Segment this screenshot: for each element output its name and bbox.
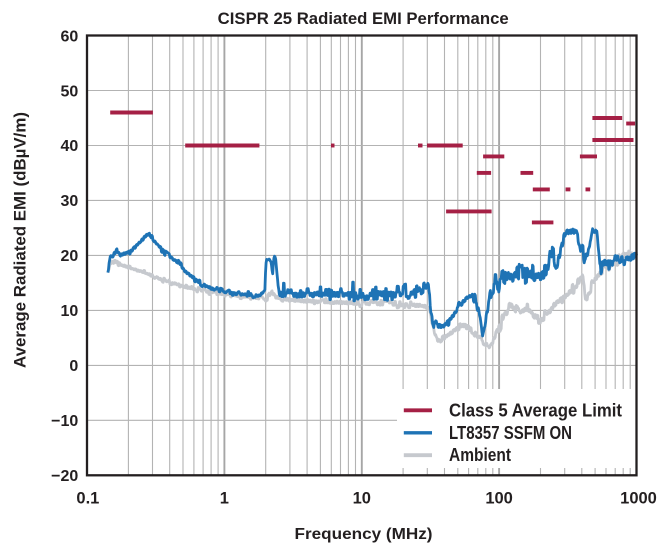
svg-text:Class 5 Average Limit: Class 5 Average Limit — [449, 400, 622, 420]
svg-text:Average Radiated EMI (dBµV/m): Average Radiated EMI (dBµV/m) — [10, 112, 29, 368]
svg-text:0: 0 — [69, 358, 78, 375]
svg-text:CISPR 25 Radiated EMI Performa: CISPR 25 Radiated EMI Performance — [218, 10, 509, 28]
svg-text:100: 100 — [485, 490, 513, 508]
svg-text:60: 60 — [61, 28, 79, 45]
svg-text:Frequency (MHz): Frequency (MHz) — [295, 526, 433, 543]
svg-text:50: 50 — [61, 83, 79, 100]
svg-text:Ambient: Ambient — [449, 445, 511, 465]
svg-text:−20: −20 — [51, 468, 78, 485]
svg-text:10: 10 — [353, 490, 371, 508]
svg-text:1000: 1000 — [620, 490, 657, 508]
svg-text:20: 20 — [61, 248, 79, 265]
svg-text:0.1: 0.1 — [76, 490, 99, 508]
svg-text:−10: −10 — [51, 413, 78, 430]
svg-text:LT8357 SSFM ON: LT8357 SSFM ON — [449, 423, 572, 443]
svg-text:30: 30 — [61, 193, 79, 210]
svg-text:10: 10 — [61, 303, 79, 320]
svg-text:40: 40 — [61, 138, 79, 155]
svg-text:1: 1 — [220, 490, 229, 508]
